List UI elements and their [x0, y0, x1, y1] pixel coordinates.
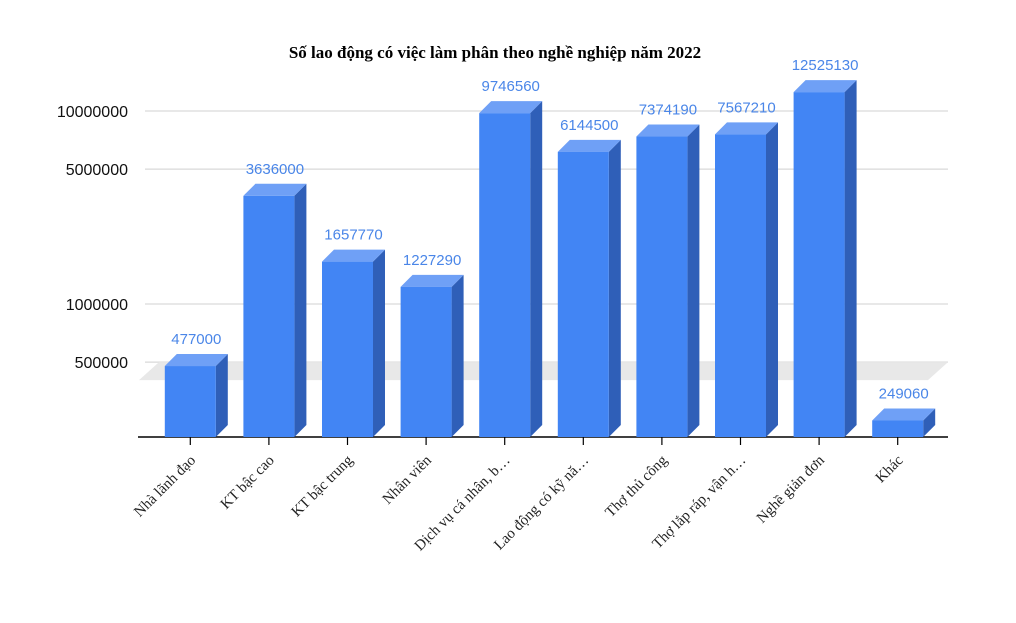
bar-top	[557, 139, 621, 152]
bar-side	[215, 354, 228, 437]
data-label: 9746560	[481, 78, 539, 95]
bar-side	[608, 139, 621, 438]
bar-front	[715, 134, 766, 437]
bar-side	[451, 274, 464, 437]
bar	[164, 354, 228, 437]
data-label: 12525130	[792, 57, 859, 74]
y-tick-label: 5000000	[66, 162, 128, 179]
bar	[400, 274, 464, 437]
bar-front	[793, 92, 845, 438]
data-label: 1227290	[403, 252, 461, 269]
bar-front	[164, 366, 216, 437]
bar-side	[687, 124, 700, 438]
x-tick-label: KT bậc trung	[289, 452, 357, 520]
bar-front	[243, 195, 295, 437]
bar-front	[479, 113, 531, 438]
bar-side	[530, 101, 543, 438]
bar-side	[294, 183, 307, 437]
bar-top	[164, 354, 228, 367]
bar-top	[479, 101, 543, 114]
bar-top	[243, 183, 307, 196]
bar-top	[872, 408, 936, 421]
data-label: 249060	[879, 386, 929, 403]
bar-front	[636, 136, 688, 438]
bar-front	[400, 286, 452, 437]
data-label: 7567210	[717, 99, 775, 116]
y-tick-label: 500000	[75, 355, 128, 372]
data-label: 1657770	[324, 227, 382, 244]
bar	[872, 408, 936, 437]
x-tick-label: KT bậc cao	[218, 453, 278, 513]
x-tick-label: Thợ thủ công	[603, 452, 672, 521]
y-tick-label: 1000000	[66, 297, 128, 314]
data-label: 477000	[171, 331, 221, 348]
bar-side	[923, 408, 936, 437]
data-label: 3636000	[246, 161, 304, 178]
bar-side	[766, 122, 778, 438]
x-tick-label: Khác	[873, 452, 907, 486]
bar	[636, 124, 700, 438]
data-label: 6144500	[560, 117, 618, 134]
bar-top	[322, 249, 385, 262]
bar-front	[322, 261, 373, 437]
y-tick-label: 10000000	[57, 104, 128, 121]
chart-title: Số lao động có việc làm phân theo nghề n…	[289, 43, 701, 62]
bar-front	[872, 420, 924, 437]
bar	[557, 139, 621, 438]
x-tick-label: Nhà lãnh đạo	[131, 453, 199, 521]
bar-top	[636, 124, 700, 137]
bar-top	[715, 122, 778, 135]
bar	[322, 249, 385, 437]
bar-top	[400, 274, 464, 287]
x-tick-label: Nghề giản đơn	[754, 452, 828, 526]
bar	[793, 80, 857, 438]
x-tick-label: Nhân viên	[380, 452, 436, 508]
data-label: 7374190	[639, 102, 697, 119]
bar-top	[793, 80, 857, 93]
bar	[715, 122, 778, 438]
bar-side	[373, 249, 385, 437]
bar-side	[844, 80, 857, 438]
bar-front	[557, 151, 609, 438]
bar	[243, 183, 307, 437]
bar	[479, 101, 543, 438]
